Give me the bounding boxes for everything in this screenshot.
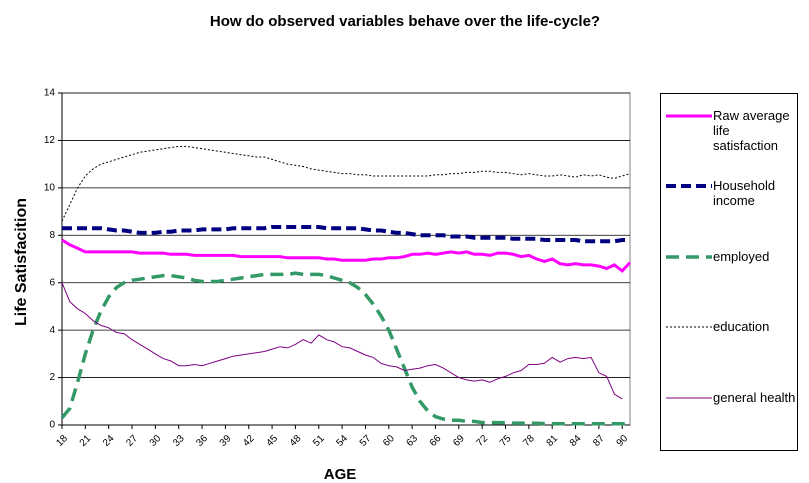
y-tick-label: 12 xyxy=(44,135,56,146)
legend-label: education xyxy=(713,319,770,334)
legend-swatch xyxy=(666,326,712,328)
y-tick-label: 2 xyxy=(49,372,55,383)
y-axis-label: Life Satisfacition xyxy=(13,198,30,326)
y-tick-label: 6 xyxy=(49,277,55,288)
legend-label: Raw average life satisfaction xyxy=(713,108,790,153)
x-tick-label: 24 xyxy=(101,433,117,449)
y-tick-label: 0 xyxy=(49,420,55,431)
legend-swatch xyxy=(666,184,712,188)
x-tick-label: 39 xyxy=(218,433,234,449)
x-tick-label: 63 xyxy=(404,433,420,449)
legend-swatch xyxy=(666,114,712,118)
y-tick-label: 4 xyxy=(49,325,55,336)
x-tick-label: 66 xyxy=(428,433,444,449)
series-line xyxy=(62,225,630,244)
y-tick-label: 8 xyxy=(49,230,55,241)
legend-label: Household income xyxy=(713,178,776,208)
legend: Raw average life satisfaction Household i… xyxy=(660,93,798,451)
x-tick-label: 72 xyxy=(475,433,491,449)
legend-swatch xyxy=(666,397,712,399)
x-tick-label: 42 xyxy=(241,433,257,449)
x-axis-label: AGE xyxy=(324,466,357,483)
x-tick-label: 87 xyxy=(591,433,607,449)
x-tick-label: 21 xyxy=(78,433,94,449)
x-tick-label: 84 xyxy=(568,433,584,449)
series-line xyxy=(61,238,632,273)
x-tick-label: 18 xyxy=(54,433,70,449)
x-tick-label: 75 xyxy=(498,433,514,449)
x-tick-label: 27 xyxy=(124,433,140,449)
x-tick-label: 33 xyxy=(171,433,187,449)
x-tick-label: 69 xyxy=(451,433,467,449)
x-tick-label: 90 xyxy=(615,433,631,449)
series-line xyxy=(61,145,631,222)
series-line xyxy=(61,282,623,400)
x-tick-label: 57 xyxy=(358,433,374,449)
series-line xyxy=(60,271,630,426)
x-tick-label: 51 xyxy=(311,433,327,449)
y-tick-label: 14 xyxy=(44,88,56,99)
chart-title: How do observed variables behave over th… xyxy=(210,13,600,30)
x-tick-label: 54 xyxy=(334,433,350,449)
y-tick-label: 10 xyxy=(44,182,56,193)
x-tick-label: 60 xyxy=(381,433,397,449)
x-tick-label: 78 xyxy=(521,433,537,449)
legend-label: employed xyxy=(713,249,770,264)
x-tick-label: 81 xyxy=(545,433,561,449)
legend-swatch xyxy=(666,255,712,259)
x-tick-label: 45 xyxy=(264,433,280,449)
x-tick-label: 30 xyxy=(148,433,164,449)
x-tick-label: 36 xyxy=(194,433,210,449)
x-tick-label: 48 xyxy=(288,433,304,449)
legend-label: general health xyxy=(713,390,796,405)
